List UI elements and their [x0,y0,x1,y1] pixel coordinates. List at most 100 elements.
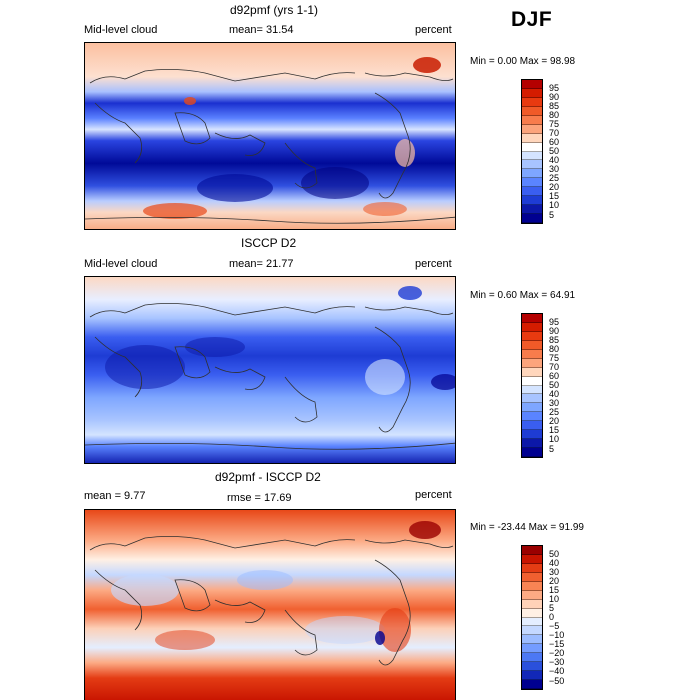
colorbar-swatch [522,349,542,359]
colorbar-swatch [522,115,542,125]
panel1-title: d92pmf (yrs 1-1) [230,3,319,17]
colorbar-tick: −30 [549,657,565,667]
panel1-map [84,42,456,230]
colorbar-swatch [522,554,542,564]
colorbar-tick: 40 [549,389,560,399]
colorbar-tick: −5 [549,621,560,631]
colorbar-swatch [522,581,542,591]
colorbar-tick: 50 [549,146,560,156]
colorbar-swatch [522,385,542,395]
colorbar-swatch [522,653,542,663]
colorbar-tick: 40 [549,558,560,568]
panel1-minmax: Min = 0.00 Max = 98.98 [470,56,576,67]
colorbar-swatch [522,88,542,98]
colorbar-tick: 60 [549,137,560,147]
panel1-mean: mean= 31.54 [229,24,294,36]
colorbar-tick: −40 [549,666,565,676]
panel3-map-field [85,510,455,700]
panel3-minmax: Min = -23.44 Max = 91.99 [470,522,584,533]
colorbar-swatch [522,439,542,449]
colorbar-swatch [522,340,542,350]
colorbar-swatch [522,80,542,89]
colorbar-tick: 80 [549,110,560,120]
colorbar-swatch [522,421,542,431]
panel2-map [84,276,456,464]
colorbar-swatch [522,644,542,654]
colorbar-swatch [522,196,542,206]
colorbar-swatch [522,205,542,215]
colorbar-swatch [522,97,542,107]
colorbar-swatch [522,314,542,323]
colorbar-tick: 85 [549,101,560,111]
colorbar-tick: 25 [549,407,560,417]
colorbar-swatch [522,412,542,422]
panel2-title: ISCCP D2 [241,236,297,250]
colorbar-swatch [522,124,542,134]
panel3-mean: mean = 9.77 [84,490,146,502]
colorbar-tick: −15 [549,639,565,649]
colorbar-swatch [522,367,542,377]
colorbar-swatch [522,331,542,341]
colorbar-tick: 20 [549,182,560,192]
colorbar-swatch [522,169,542,179]
colorbar-swatch [522,133,542,143]
colorbar-swatch [522,106,542,116]
colorbar-tick: 30 [549,164,560,174]
panel3-units: percent [415,489,452,501]
panel3-colorbar [521,545,543,690]
panel3-title: d92pmf - ISCCP D2 [215,470,321,484]
colorbar-swatch [522,608,542,618]
colorbar-swatch [522,626,542,636]
colorbar-swatch [522,563,542,573]
colorbar-tick: −10 [549,630,565,640]
colorbar-tick: 95 [549,317,560,327]
colorbar-tick: 20 [549,576,560,586]
colorbar-tick: 15 [549,425,560,435]
colorbar-swatch [522,671,542,681]
colorbar-tick: 25 [549,173,560,183]
colorbar-swatch [522,546,542,555]
colorbar-swatch [522,572,542,582]
colorbar-swatch [522,680,542,689]
colorbar-tick: 90 [549,92,560,102]
colorbar-swatch [522,187,542,197]
colorbar-tick: 50 [549,380,560,390]
colorbar-swatch [522,403,542,413]
panel2-minmax: Min = 0.60 Max = 64.91 [470,290,576,301]
colorbar-tick: 5 [549,210,555,220]
colorbar-swatch [522,448,542,457]
colorbar-tick: 15 [549,191,560,201]
colorbar-tick: 10 [549,200,560,210]
colorbar-swatch [522,376,542,386]
colorbar-swatch [522,635,542,645]
colorbar-tick: 10 [549,434,560,444]
colorbar-swatch [522,178,542,188]
panel1-coastlines [85,69,455,224]
colorbar-swatch [522,590,542,600]
colorbar-tick: 75 [549,119,560,129]
colorbar-tick: 10 [549,594,560,604]
colorbar-swatch [522,430,542,440]
colorbar-swatch [522,394,542,404]
panel2-mean: mean= 21.77 [229,258,294,270]
colorbar-swatch [522,617,542,627]
panel2-units: percent [415,258,452,270]
panel1-map-field [85,43,455,229]
colorbar-tick: 60 [549,371,560,381]
colorbar-tick: 5 [549,444,555,454]
colorbar-swatch [522,599,542,609]
colorbar-swatch [522,662,542,672]
colorbar-tick: 90 [549,326,560,336]
colorbar-tick: 40 [549,155,560,165]
panel2-colorbar [521,313,543,458]
panel3-map [84,509,456,700]
colorbar-tick: 80 [549,344,560,354]
panel3-rmse: rmse = 17.69 [227,492,292,504]
panel3-coastlines [89,536,454,666]
panel2-coastlines [85,303,455,450]
colorbar-tick: 95 [549,83,560,93]
colorbar-swatch [522,358,542,368]
colorbar-tick: 20 [549,416,560,426]
colorbar-swatch [522,142,542,152]
colorbar-swatch [522,160,542,170]
